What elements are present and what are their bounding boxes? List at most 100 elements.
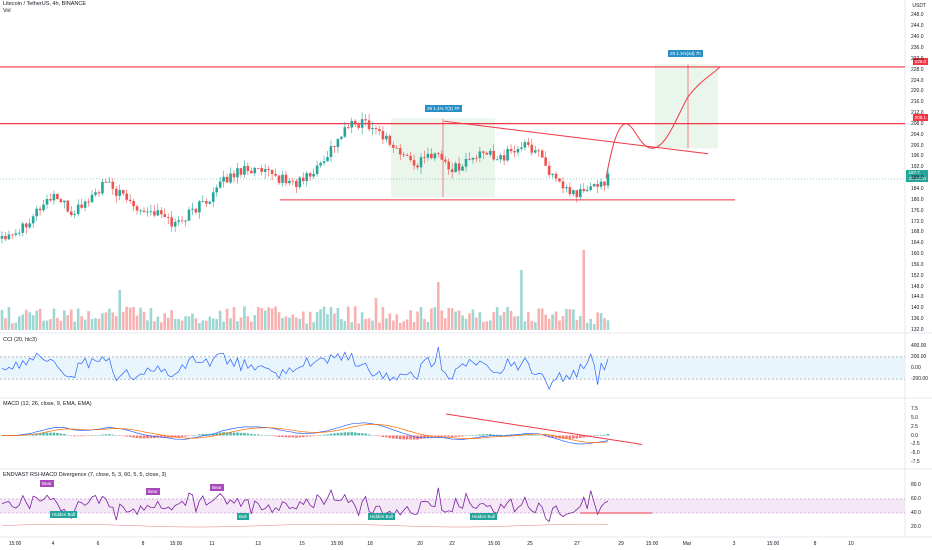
volume-bar	[97, 318, 101, 330]
time-tick-2: 6	[96, 541, 100, 547]
volume-bar	[118, 290, 122, 330]
volume-bar	[180, 320, 184, 330]
macd-histogram-bar	[142, 435, 146, 439]
volume-bar	[101, 313, 104, 330]
volume-bar	[457, 310, 461, 330]
time-tick-0: 15:00	[8, 541, 22, 547]
symbol-title: Litecoin / TetherUS, 4h, BINANCE	[3, 1, 87, 7]
volume-bar	[409, 310, 412, 330]
candle-body	[419, 157, 423, 168]
macd-histogram-bar	[246, 433, 250, 436]
candle-body	[402, 154, 405, 156]
time-tick-11: 22	[449, 541, 455, 547]
volume-bar	[319, 309, 322, 330]
macd-histogram-bar	[236, 432, 239, 436]
candle-body	[31, 216, 35, 224]
volume-bar	[572, 309, 575, 330]
time-tick-21: 10	[848, 541, 854, 547]
macd-histogram-bar	[572, 435, 575, 439]
time-tick-18: 3	[732, 541, 736, 547]
volume-bar	[177, 319, 180, 330]
volume-bar	[284, 316, 288, 330]
volume-bar	[315, 312, 319, 330]
volume-bar	[191, 313, 194, 330]
candle-body	[371, 128, 374, 130]
price-tick-21: 164.0	[911, 240, 924, 247]
volume-bar	[253, 315, 257, 330]
hidden-bull-tag-3: Hidden Bull	[470, 513, 498, 520]
time-tick-8: 15:00	[330, 541, 344, 547]
candle-body	[530, 144, 534, 153]
volume-bar	[350, 322, 354, 330]
candle-body	[606, 173, 610, 186]
volume-bar	[516, 316, 520, 330]
time-tick-20: 8	[813, 541, 817, 547]
macd-tick-6: -7.5	[911, 459, 920, 466]
candle-body	[284, 174, 288, 184]
candle-body	[544, 157, 547, 166]
volume-bar	[464, 318, 468, 330]
volume-bar	[357, 323, 360, 330]
volume-bar	[139, 307, 142, 330]
candle-body	[101, 182, 104, 194]
volume-bar	[340, 318, 343, 330]
volume-bar	[478, 312, 482, 330]
volume-bar	[63, 310, 66, 330]
candle-body	[506, 148, 509, 161]
volume-bar	[475, 317, 478, 330]
macd-histogram-bar	[125, 435, 128, 437]
macd-histogram-bar	[56, 432, 59, 436]
candle-body	[374, 128, 378, 130]
volume-bar	[527, 312, 530, 330]
volume-bar	[218, 310, 222, 330]
candle-body	[568, 187, 572, 195]
candle-body	[215, 187, 218, 193]
volume-bar	[298, 318, 302, 330]
current-countdown: 22:15:00	[908, 176, 926, 181]
volume-bar	[208, 316, 212, 330]
time-tick-14: 27	[574, 541, 580, 547]
rsi-baseline	[1, 523, 608, 528]
candle-body	[457, 163, 461, 171]
candle-body	[527, 142, 530, 145]
price-tick-26: 144.0	[911, 294, 924, 301]
macd-histogram-bar	[315, 435, 319, 436]
candle-body	[90, 194, 94, 203]
candle-body	[520, 147, 523, 149]
volume-bar	[492, 312, 496, 330]
candle-body	[450, 169, 454, 173]
price-tick-27: 140.0	[911, 305, 924, 312]
macd-histogram-bar	[488, 434, 492, 436]
price-tick-2: 240.0	[911, 34, 924, 41]
macd-histogram-bar	[329, 433, 333, 436]
candle-body	[18, 232, 21, 234]
macd-histogram-bar	[52, 432, 56, 436]
macd-histogram-bar	[544, 435, 547, 437]
candle-body	[475, 157, 478, 159]
volume-bar	[561, 316, 565, 330]
candle-body	[7, 234, 11, 240]
volume-bar	[170, 310, 173, 330]
volume-bar	[312, 322, 315, 330]
candle-body	[364, 119, 367, 121]
volume-bar	[322, 306, 326, 330]
volume-bar	[592, 323, 596, 330]
candle-body	[45, 199, 49, 205]
macd-histogram-bar	[281, 435, 284, 437]
candle-body	[423, 157, 426, 159]
candle-body	[135, 206, 139, 211]
macd-histogram-bar	[336, 432, 340, 436]
macd-histogram-bar	[426, 435, 430, 438]
volume-bar	[360, 312, 364, 330]
candle-body	[239, 168, 243, 175]
volume-bar	[14, 322, 18, 330]
price-tick-8: 216.0	[911, 99, 924, 106]
candle-body	[87, 201, 90, 203]
macd-tick-3: 0.0	[911, 432, 918, 439]
volume-bar	[523, 321, 527, 330]
candle-body	[312, 173, 315, 177]
macd-histogram-bar	[298, 435, 302, 438]
macd-histogram-bar	[419, 435, 423, 439]
price-tick-11: 204.0	[911, 131, 924, 138]
